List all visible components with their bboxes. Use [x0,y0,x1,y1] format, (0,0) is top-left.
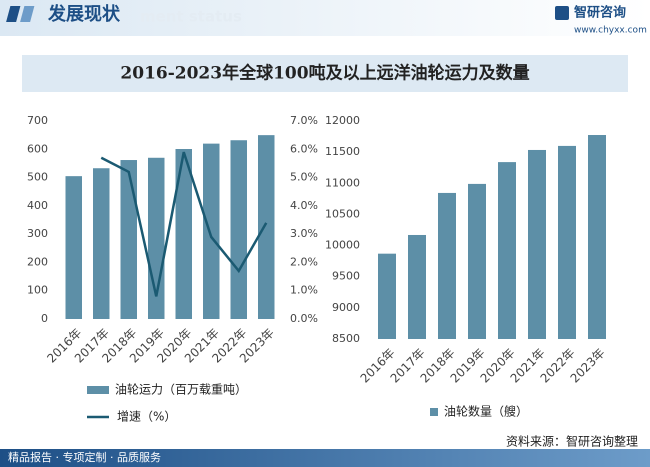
y-tick-label: 9500 [332,270,360,283]
y-tick-label: 400 [27,199,48,212]
header-watermark: ment status [140,8,242,26]
logo-icon [555,6,569,20]
y2-tick-label: 6.0% [290,142,318,155]
header-title: 发展现状 [47,3,121,25]
y-tick-label: 8500 [332,332,360,345]
y-tick-label: 12000 [325,114,360,127]
url: www.chyxx.com [574,26,647,36]
bar [498,162,516,339]
legend-swatch [87,386,109,394]
bar [230,140,247,319]
header-icon [6,6,21,22]
footer-slogan: 精品报告 · 专项定制 · 品质服务 [8,450,161,464]
y-tick-label: 200 [27,255,48,268]
y2-tick-label: 2.0% [290,255,318,268]
bar [203,143,220,319]
y-tick-label: 700 [27,114,48,127]
y-tick-label: 0 [41,312,48,325]
legend-swatch [430,408,438,416]
bar [175,149,192,319]
bar [93,168,110,319]
bar [258,135,275,319]
bar [438,192,456,339]
legend-label: 增速（%） [117,410,176,424]
y-tick-label: 10000 [325,239,360,252]
bar [588,135,606,339]
y-tick-label: 500 [27,171,48,184]
y2-tick-label: 4.0% [290,199,318,212]
bar [378,253,396,339]
y2-tick-label: 7.0% [290,114,318,127]
y2-tick-label: 3.0% [290,227,318,240]
source: 资料来源：智研咨询整理 [506,434,638,449]
legend-label: 油轮运力（百万载重吨） [115,383,247,397]
title-band [22,55,628,92]
y-tick-label: 9000 [332,301,360,314]
bar [408,234,426,339]
y-tick-label: 300 [27,227,48,240]
footer-band [0,449,650,467]
y-tick-label: 11500 [325,145,360,158]
bar [528,149,546,339]
y-tick-label: 10500 [325,207,360,220]
bar [468,183,486,339]
bar [65,176,82,319]
logo: 智研咨询 [574,5,626,21]
line [100,151,268,297]
legend-label: 油轮数量（艘） [444,404,528,419]
header-icon [20,6,35,22]
bar [120,160,137,319]
y2-tick-label: 1.0% [290,284,318,297]
y2-tick-label: 0.0% [290,312,318,325]
y-tick-label: 100 [27,284,48,297]
y2-tick-label: 5.0% [290,171,318,184]
y-tick-label: 600 [27,142,48,155]
bar [558,145,576,339]
chart-title: 2016-2023年全球100吨及以上远洋油轮运力及数量 [120,63,529,84]
header-band [0,0,650,36]
y-tick-label: 11000 [325,176,360,189]
